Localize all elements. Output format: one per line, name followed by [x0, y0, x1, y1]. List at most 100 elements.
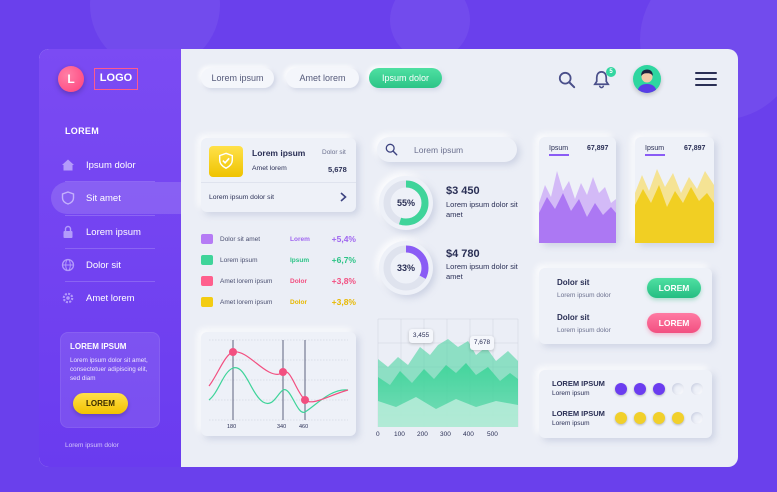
security-status: Dolor sit [322, 149, 346, 156]
gear-icon [62, 292, 74, 304]
hamburger-menu-icon[interactable] [695, 72, 717, 86]
legend-tag: Dolor [290, 277, 307, 285]
ratings-card: LOREM IPSUM Lorem ipsum LOREM IPSUM Lore… [539, 370, 712, 438]
donut-arc [383, 180, 429, 226]
promo-text: Lorem ipsum dolor sit amet, consectetuer… [70, 357, 148, 382]
legend-row: Amet lorem ipsum Dolor +3,8% [201, 295, 356, 309]
action-text: Lorem ipsum dolor [557, 292, 611, 299]
tab-lorem-ipsum[interactable]: Lorem ipsum [201, 68, 274, 88]
donut-chart: 33% [383, 245, 429, 291]
legend-swatch [201, 297, 213, 307]
rating-dots [615, 412, 710, 426]
donut-text: Lorem ipsum dolor sit amet [446, 262, 518, 281]
legend-swatch [201, 255, 213, 265]
x-tick-label: 340 [277, 424, 287, 430]
donut-percent-label: 55% [397, 198, 415, 208]
donut-amount: $3 450 [446, 185, 480, 197]
sidebar-item-amet-lorem[interactable]: Amet lorem [51, 282, 181, 314]
x-tick-label: 300 [440, 431, 451, 438]
sidebar-item-label: Lorem ipsum [86, 226, 141, 238]
area-callout: 7,678 [470, 336, 494, 350]
security-title: Lorem ipsum [252, 148, 306, 158]
mini-area-chart [539, 171, 616, 243]
area-series-base [378, 397, 518, 427]
legend-tag: Dolor [290, 298, 307, 306]
header: Lorem ipsum Amet lorem Ipsum dolor 5 [181, 49, 738, 111]
chevron-right-icon[interactable] [338, 191, 348, 203]
security-link[interactable]: Lorem ipsum dolor sit [209, 194, 274, 201]
sidebar-divider [65, 215, 155, 216]
sidebar-divider [65, 248, 155, 249]
legend-label: Dolor sit amet [220, 235, 261, 243]
legend-value: +3,8% [331, 276, 356, 286]
rating-dot[interactable] [691, 383, 703, 395]
legend-label: Lorem ipsum [220, 256, 258, 264]
rating-dot[interactable] [672, 412, 684, 424]
x-tick-label: 400 [463, 431, 474, 438]
actions-card: Dolor sit Lorem ipsum dolor LOREM Dolor … [539, 268, 712, 344]
rating-dot[interactable] [634, 383, 646, 395]
sidebar-item-lorem-ipsum[interactable]: Lorem ipsum [51, 216, 181, 248]
sidebar-item-dolor-sit[interactable]: Dolor sit [51, 249, 181, 281]
mini-chart-underline [549, 154, 569, 156]
sidebar-item-ipsum-dolor[interactable]: Ipsum dolor [51, 149, 181, 181]
rating-dot[interactable] [691, 412, 703, 424]
sidebar-item-sit-amet[interactable]: Sit amet [51, 182, 181, 214]
promo-button[interactable]: LOREM [73, 393, 128, 414]
globe-icon [61, 258, 75, 272]
sidebar-divider [65, 181, 155, 182]
x-tick-label: 100 [394, 431, 405, 438]
logo-badge: L [58, 66, 84, 92]
rating-text: Lorem ipsum [552, 390, 590, 397]
tab-amet-lorem[interactable]: Amet lorem [286, 68, 359, 88]
rating-dot[interactable] [634, 412, 646, 424]
mini-chart-label: Ipsum [549, 145, 569, 152]
search-box[interactable]: Lorem ipsum [377, 137, 517, 162]
mini-chart-card: Ipsum 67,897 [539, 137, 616, 243]
sidebar-item-label: Dolor sit [86, 259, 121, 271]
rating-dots [615, 383, 710, 397]
tab-ipsum-dolor[interactable]: Ipsum dolor [369, 68, 442, 88]
lock-icon [63, 225, 73, 238]
sidebar-item-label: Amet lorem [86, 292, 135, 304]
rating-dot[interactable] [615, 412, 627, 424]
rating-dot[interactable] [653, 412, 665, 424]
x-tick-label: 460 [299, 424, 309, 430]
logo-text: LOGO [94, 68, 138, 90]
promo-title: LOREM IPSUM [70, 342, 127, 351]
line-chart-point [279, 368, 287, 376]
security-divider [201, 182, 356, 183]
user-avatar-icon [637, 69, 657, 93]
avatar[interactable] [633, 65, 661, 93]
x-tick-label: 500 [487, 431, 498, 438]
donut-chart-card: 55% [379, 176, 433, 230]
mini-chart-label: Ipsum [645, 145, 665, 152]
donut-amount: $4 780 [446, 248, 480, 260]
search-icon [385, 143, 398, 156]
search-icon[interactable] [558, 71, 576, 89]
promo-card: LOREM IPSUM Lorem ipsum dolor sit amet, … [60, 332, 160, 428]
lorem-pink-button[interactable]: LOREM [647, 313, 701, 333]
bell-icon[interactable] [592, 70, 611, 89]
rating-dot[interactable] [672, 383, 684, 395]
sidebar-item-label: Sit amet [86, 192, 121, 204]
line-chart-green-series [208, 367, 349, 413]
mini-chart-underline [645, 154, 665, 156]
shield-icon [61, 191, 75, 205]
rating-dot[interactable] [615, 383, 627, 395]
area-chart: 3,455 7,678 0 100 200 300 400 500 [376, 317, 521, 447]
rating-text: Lorem ipsum [552, 420, 590, 427]
line-chart-point [301, 396, 309, 404]
line-chart-card: 180 340 460 [201, 332, 356, 436]
dashboard-window: L LOGO LOREM Ipsum dolor Sit amet Lorem … [39, 49, 738, 467]
action-title: Dolor sit [557, 313, 590, 322]
legend-swatch [201, 234, 213, 244]
rating-dot[interactable] [653, 383, 665, 395]
lorem-green-button[interactable]: LOREM [647, 278, 701, 298]
sidebar: L LOGO LOREM Ipsum dolor Sit amet Lorem … [39, 49, 181, 467]
sidebar-divider [65, 281, 155, 282]
mini-chart-value: 67,897 [684, 145, 706, 152]
legend-swatch [201, 276, 213, 286]
legend-row: Amet lorem ipsum Dolor +3,8% [201, 274, 356, 288]
legend-tag: Lorem [290, 235, 310, 243]
